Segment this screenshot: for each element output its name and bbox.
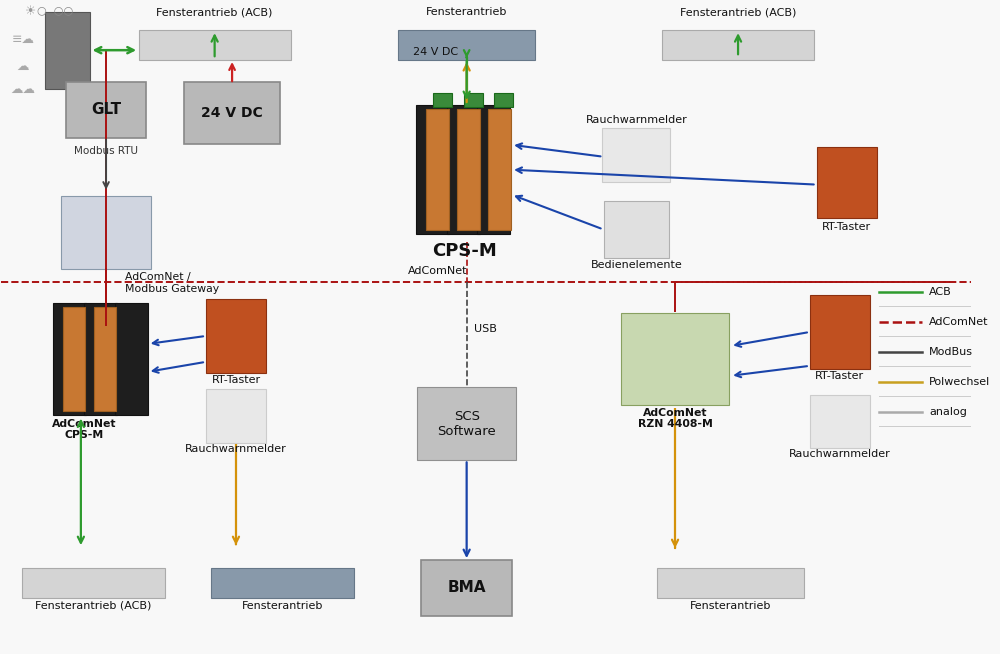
Text: Rauchwarnmelder: Rauchwarnmelder bbox=[789, 449, 891, 460]
Text: ModBus: ModBus bbox=[929, 347, 973, 357]
FancyBboxPatch shape bbox=[206, 388, 266, 443]
Text: Polwechsel: Polwechsel bbox=[929, 377, 990, 387]
FancyBboxPatch shape bbox=[447, 105, 480, 234]
FancyBboxPatch shape bbox=[488, 109, 511, 230]
Text: CPS-M: CPS-M bbox=[432, 243, 497, 260]
FancyBboxPatch shape bbox=[139, 30, 291, 60]
Text: Fensterantrieb: Fensterantrieb bbox=[690, 601, 771, 611]
FancyBboxPatch shape bbox=[426, 109, 449, 230]
FancyBboxPatch shape bbox=[211, 568, 354, 598]
FancyBboxPatch shape bbox=[94, 307, 116, 411]
FancyBboxPatch shape bbox=[416, 105, 449, 234]
FancyBboxPatch shape bbox=[417, 387, 516, 460]
FancyBboxPatch shape bbox=[53, 303, 86, 415]
Text: ☁: ☁ bbox=[16, 60, 29, 73]
FancyBboxPatch shape bbox=[115, 303, 148, 415]
FancyBboxPatch shape bbox=[45, 12, 90, 88]
Text: Fensterantrieb: Fensterantrieb bbox=[426, 7, 507, 18]
Text: RT-Taster: RT-Taster bbox=[815, 371, 864, 381]
FancyBboxPatch shape bbox=[810, 395, 870, 449]
Text: Modbus RTU: Modbus RTU bbox=[74, 146, 138, 156]
FancyBboxPatch shape bbox=[464, 93, 483, 107]
FancyBboxPatch shape bbox=[604, 201, 669, 258]
Text: 24 V DC: 24 V DC bbox=[413, 47, 458, 57]
Text: ☀: ☀ bbox=[25, 5, 36, 18]
FancyBboxPatch shape bbox=[184, 82, 280, 144]
Text: AdComNet
CPS-M: AdComNet CPS-M bbox=[52, 419, 116, 440]
FancyBboxPatch shape bbox=[477, 105, 510, 234]
Text: AdComNet: AdComNet bbox=[929, 317, 989, 327]
Text: Fensterantrieb (ACB): Fensterantrieb (ACB) bbox=[156, 7, 273, 18]
Text: BMA: BMA bbox=[447, 580, 486, 595]
Text: AdComNet /
Modbus Gateway: AdComNet / Modbus Gateway bbox=[125, 272, 220, 294]
FancyBboxPatch shape bbox=[84, 303, 117, 415]
FancyBboxPatch shape bbox=[61, 196, 151, 269]
Text: AdComNet
RZN 4408-M: AdComNet RZN 4408-M bbox=[638, 407, 712, 429]
FancyBboxPatch shape bbox=[398, 30, 535, 60]
FancyBboxPatch shape bbox=[22, 568, 165, 598]
Text: ACB: ACB bbox=[929, 287, 952, 297]
FancyBboxPatch shape bbox=[602, 128, 670, 182]
FancyBboxPatch shape bbox=[457, 109, 480, 230]
Text: SCS
Software: SCS Software bbox=[437, 409, 496, 438]
FancyBboxPatch shape bbox=[662, 30, 814, 60]
Text: Fensterantrieb (ACB): Fensterantrieb (ACB) bbox=[35, 601, 152, 611]
Text: GLT: GLT bbox=[91, 103, 121, 118]
FancyBboxPatch shape bbox=[63, 307, 85, 411]
Text: 24 V DC: 24 V DC bbox=[201, 106, 263, 120]
FancyBboxPatch shape bbox=[621, 313, 729, 405]
Text: ○  ○○: ○ ○○ bbox=[37, 5, 73, 16]
FancyBboxPatch shape bbox=[810, 295, 870, 369]
FancyBboxPatch shape bbox=[657, 568, 804, 598]
FancyBboxPatch shape bbox=[433, 93, 452, 107]
Text: Fensterantrieb (ACB): Fensterantrieb (ACB) bbox=[680, 7, 796, 18]
FancyBboxPatch shape bbox=[817, 146, 877, 218]
FancyBboxPatch shape bbox=[494, 93, 513, 107]
Text: Fensterantrieb: Fensterantrieb bbox=[242, 601, 323, 611]
Text: Bedienelemente: Bedienelemente bbox=[590, 260, 682, 270]
FancyBboxPatch shape bbox=[66, 82, 146, 138]
Text: Rauchwarnmelder: Rauchwarnmelder bbox=[585, 115, 687, 125]
FancyBboxPatch shape bbox=[206, 299, 266, 373]
Text: AdComNet: AdComNet bbox=[408, 266, 467, 276]
Text: USB: USB bbox=[474, 324, 497, 334]
Text: ☁☁: ☁☁ bbox=[10, 83, 35, 96]
Text: ≡☁: ≡☁ bbox=[11, 33, 34, 46]
FancyBboxPatch shape bbox=[421, 560, 512, 616]
Text: analog: analog bbox=[929, 407, 967, 417]
Text: RT-Taster: RT-Taster bbox=[822, 222, 871, 232]
Text: RT-Taster: RT-Taster bbox=[211, 375, 261, 385]
Text: Rauchwarnmelder: Rauchwarnmelder bbox=[185, 443, 287, 453]
